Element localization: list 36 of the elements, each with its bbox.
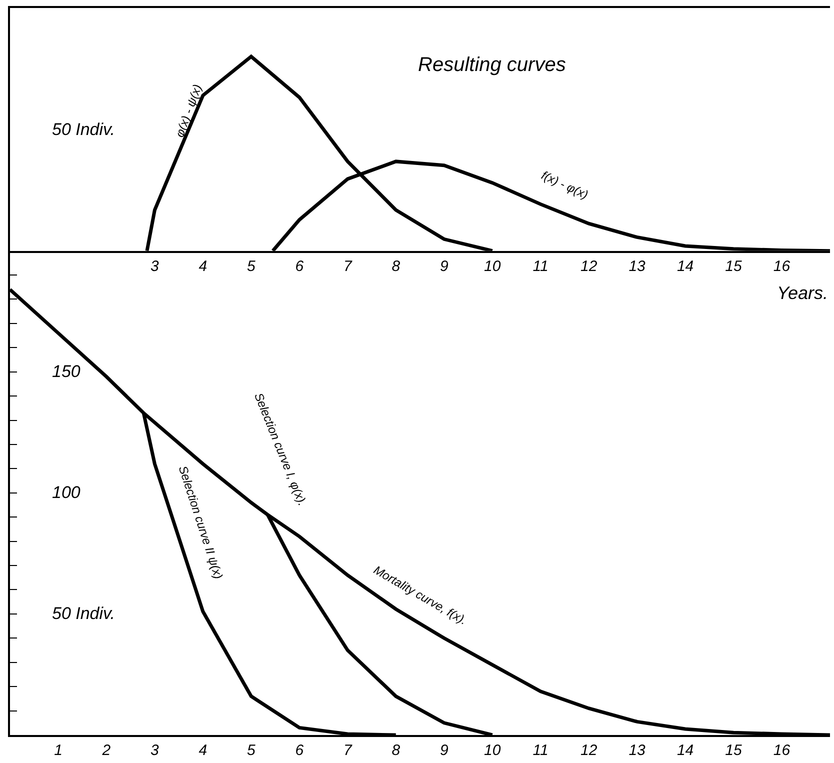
x-tick-label: 11 [532, 258, 548, 275]
x-tick-label: 13 [628, 258, 646, 275]
x-tick-label: 7 [343, 258, 352, 275]
x-tick-label: 1 [54, 742, 62, 759]
y-tick-label: 50 Indiv. [52, 604, 116, 623]
x-axis-title: Years. [777, 283, 828, 303]
x-tick-label: 3 [150, 742, 160, 759]
x-tick-label: 6 [295, 742, 304, 759]
x-tick-label: 8 [392, 258, 401, 275]
x-tick-label: 9 [440, 742, 449, 759]
x-tick-label: 14 [676, 258, 694, 275]
x-tick-label: 5 [247, 742, 256, 759]
x-tick-label: 10 [484, 742, 502, 759]
x-tick-label: 15 [725, 258, 743, 275]
x-tick-label: 3 [150, 258, 160, 275]
x-tick-label: 2 [101, 742, 112, 759]
x-tick-label: 13 [628, 742, 646, 759]
y-tick-label: 150 [52, 362, 81, 381]
x-tick-label: 4 [198, 258, 208, 275]
x-tick-label: 7 [343, 742, 352, 759]
x-tick-label: 12 [580, 742, 598, 759]
y-tick-label: 100 [52, 483, 81, 502]
x-tick-label: 9 [440, 258, 449, 275]
x-tick-label: 16 [773, 742, 791, 759]
x-tick-label: 11 [532, 742, 548, 759]
x-tick-label: 14 [676, 742, 694, 759]
x-tick-label: 8 [392, 742, 401, 759]
x-tick-label: 16 [773, 258, 791, 275]
x-tick-label: 4 [198, 742, 208, 759]
x-tick-label: 10 [484, 258, 502, 275]
x-tick-label: 5 [247, 258, 256, 275]
x-tick-label: 15 [725, 742, 743, 759]
text: f(x) - φ(x) [539, 168, 590, 202]
chart-title: Resulting curves [418, 54, 566, 76]
x-tick-label: 6 [295, 258, 304, 275]
x-tick-label: 12 [580, 258, 598, 275]
